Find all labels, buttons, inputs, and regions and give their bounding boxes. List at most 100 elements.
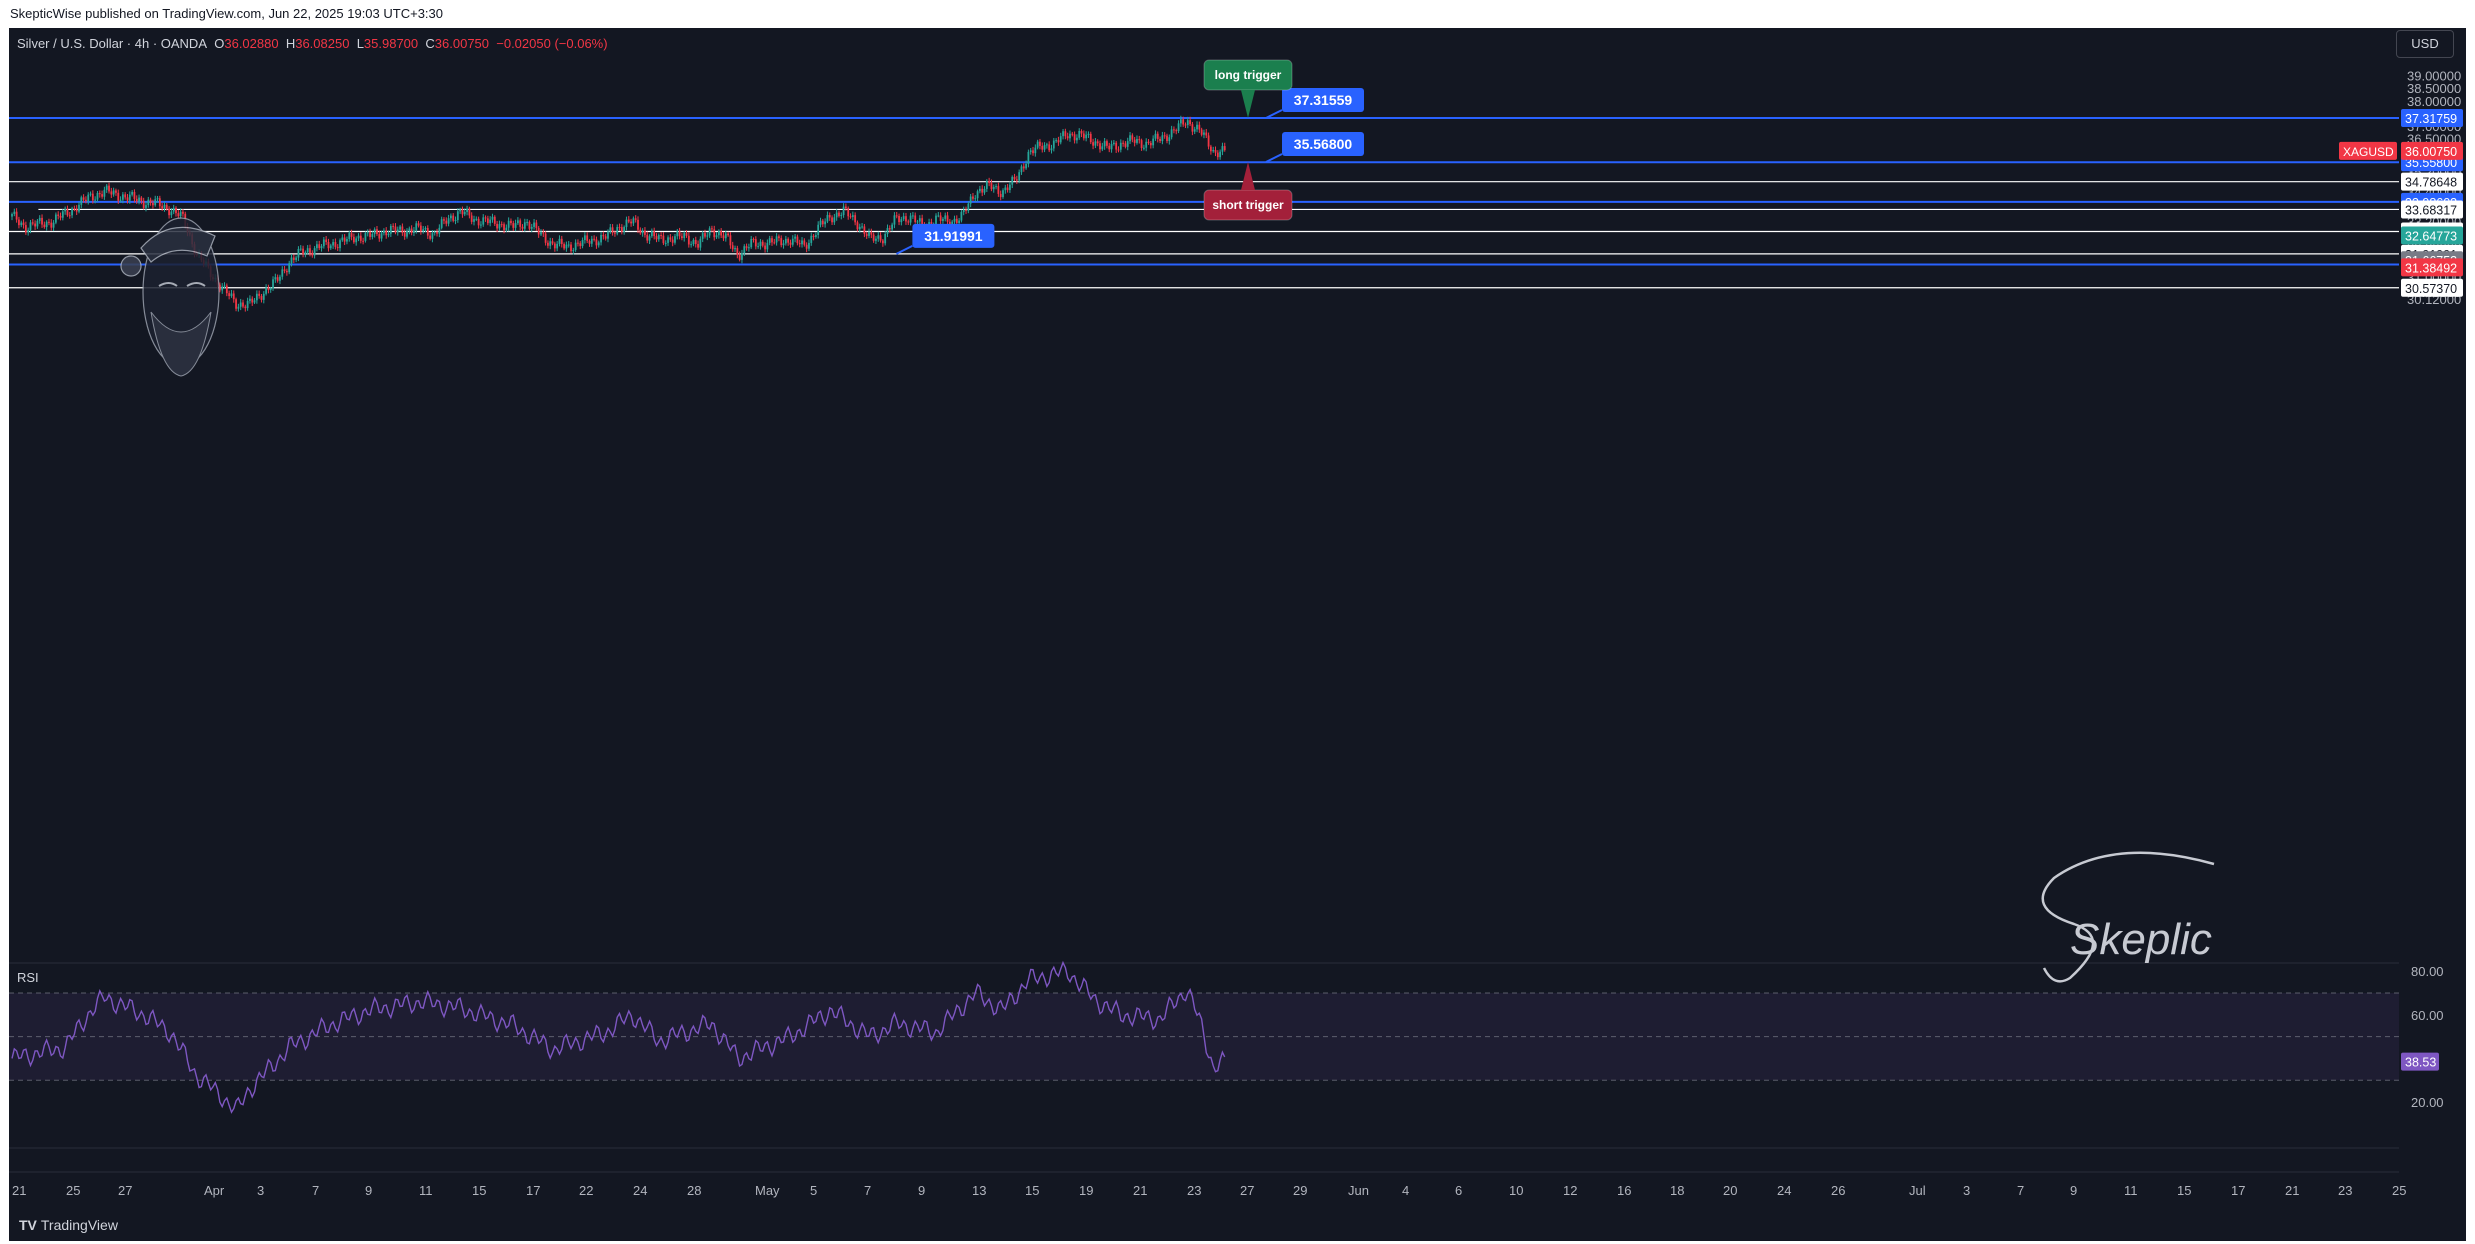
candle-body [78, 204, 80, 212]
candle-body [230, 293, 233, 297]
candle-body [893, 215, 896, 225]
candle-body [935, 215, 937, 225]
candle-body [808, 242, 810, 249]
candle-body [117, 192, 120, 201]
candle-body [1013, 176, 1016, 180]
candle-body [73, 208, 76, 210]
candle-body [717, 230, 720, 236]
candle-body [1043, 145, 1046, 150]
change-value: −0.02050 (−0.06%) [496, 36, 608, 51]
candle-body [450, 215, 452, 219]
candle-body [22, 222, 25, 226]
candle-body [657, 235, 660, 240]
candle-body [1085, 134, 1088, 139]
candle-body [313, 248, 316, 256]
candle-body [972, 196, 974, 199]
candle-body [630, 221, 632, 224]
time-tick: 3 [257, 1183, 264, 1198]
candle-body [847, 208, 850, 217]
candle-body [445, 220, 448, 224]
candle-body [512, 223, 515, 228]
chart-canvas[interactable]: Skeplic 37.31559 35.56800 31.91991 long tri… [9, 28, 2466, 1241]
time-tick: 11 [2124, 1183, 2138, 1198]
candle-body [821, 220, 824, 225]
currency-button[interactable]: USD [2396, 30, 2454, 58]
candle-body [470, 215, 473, 222]
candle-body [891, 224, 894, 230]
candle-body [516, 220, 519, 224]
candle-body [1099, 143, 1101, 150]
candle-body [452, 215, 455, 221]
level-axis-label-bg [2401, 278, 2463, 297]
chart-panel[interactable]: Skeplic 37.31559 35.56800 31.91991 long tri… [9, 28, 2466, 1241]
callout-box [1282, 131, 1364, 156]
time-tick: 7 [2017, 1183, 2024, 1198]
candle-body [782, 243, 785, 246]
candle-body [239, 302, 242, 307]
candle-body [1177, 123, 1180, 132]
candle-body [500, 224, 503, 226]
candle-body [789, 242, 792, 245]
candle-body [939, 215, 942, 221]
candle-body [1034, 147, 1037, 154]
candle-body [223, 285, 226, 287]
candle-body [752, 238, 755, 240]
candle-body [170, 211, 173, 216]
candle-body [1193, 129, 1196, 132]
candle-body [115, 190, 117, 193]
candle-body [921, 218, 924, 225]
candle-body [1117, 149, 1120, 151]
time-tick: 5 [810, 1183, 817, 1198]
candle-body [422, 229, 425, 232]
candle-body [639, 229, 642, 234]
candle-body [711, 228, 713, 230]
candle-body [1039, 141, 1041, 146]
candle-body [1133, 139, 1136, 143]
candle-body [549, 241, 552, 246]
candle-body [309, 248, 311, 253]
time-tick: 24 [633, 1183, 647, 1198]
candle-body [371, 234, 374, 237]
candle-body [644, 230, 646, 235]
time-tick: 7 [312, 1183, 319, 1198]
candle-body [336, 246, 339, 249]
candle-body [1198, 124, 1201, 130]
candle-body [634, 218, 637, 220]
candle-body [302, 248, 304, 255]
candle-body [27, 229, 30, 233]
extra-axis-label: 32.64773 [2405, 230, 2457, 244]
candle-body [978, 188, 981, 192]
candle-body [946, 215, 949, 222]
candle-body [588, 240, 591, 244]
candle-body [168, 208, 170, 216]
candle-body [149, 199, 152, 203]
candle-body [570, 244, 572, 252]
candle-body [937, 215, 940, 217]
candle-body [52, 222, 55, 228]
candle-body [646, 234, 649, 241]
candle-body [43, 224, 46, 228]
candle-body [1059, 136, 1062, 143]
candle-body [1119, 142, 1122, 150]
candle-body [380, 233, 383, 239]
candle-body [1179, 119, 1182, 124]
candle-body [57, 214, 60, 216]
candle-body [953, 218, 956, 222]
candle-body [179, 211, 182, 217]
candle-body [269, 288, 272, 290]
close-value: 36.00750 [434, 36, 490, 51]
avatar-hat-pom [120, 255, 142, 277]
candle-body [1025, 163, 1027, 169]
candle-body [828, 214, 831, 218]
candle-body [810, 235, 813, 243]
symbol-tag-bg [2339, 141, 2397, 160]
publish-text: SkepticWise published on TradingView.com… [10, 6, 443, 21]
candle-body [510, 220, 512, 224]
candle-body [1076, 137, 1078, 141]
candle-body [112, 190, 115, 195]
candle-body [791, 238, 794, 245]
candle-body [870, 231, 873, 235]
candle-body [75, 208, 78, 212]
candle-body [1112, 142, 1115, 145]
rsi-pane [9, 960, 2399, 1114]
